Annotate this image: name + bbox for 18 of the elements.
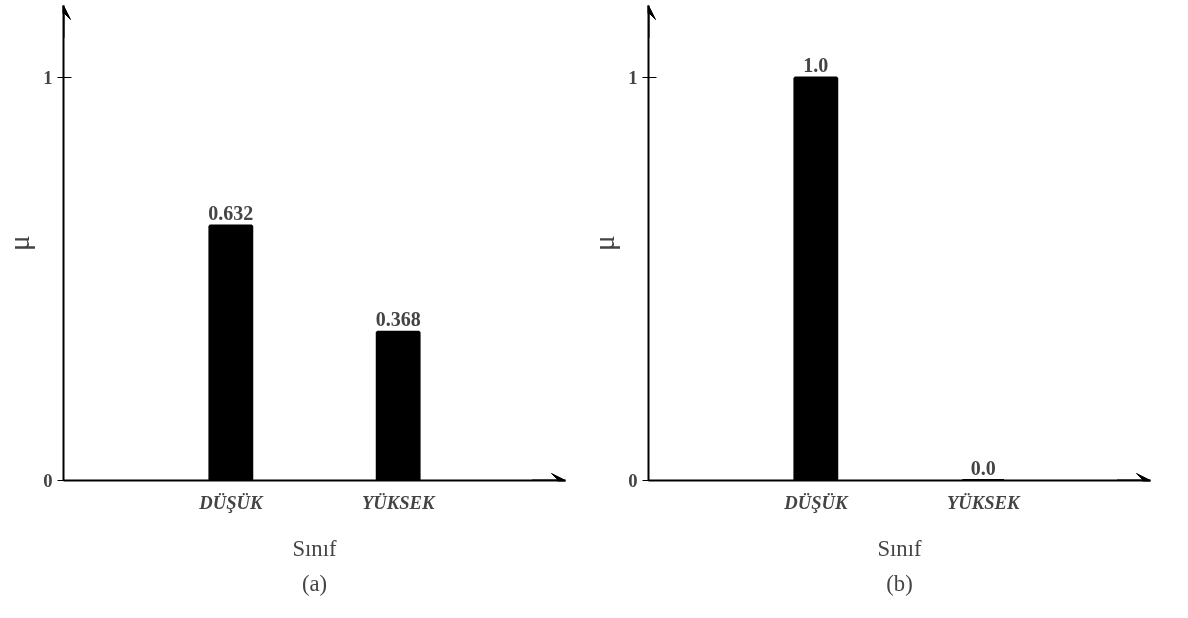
y-tick-label: 1	[43, 67, 53, 89]
x-axis-title: Sınıf	[877, 535, 922, 561]
y-tick-label: 1	[628, 67, 638, 89]
data-label: 1.0	[803, 53, 829, 76]
text: (a)	[301, 570, 328, 596]
y-tick-label: 0	[43, 470, 53, 491]
x-axis-title: Sınıf	[292, 535, 337, 561]
y-axis-title: μ	[588, 235, 621, 251]
data-label: 0.368	[375, 308, 421, 331]
x-tick-label: DÜŞÜK	[198, 491, 265, 513]
data-label: 0.632	[208, 202, 254, 225]
x-tick-label: DÜŞÜK	[783, 491, 850, 513]
data-label: 0.0	[970, 456, 996, 479]
text: (b)	[886, 570, 913, 596]
y-axis-title: μ	[3, 235, 36, 251]
y-tick-label: 0	[628, 470, 638, 491]
x-tick-label: YÜKSEK	[946, 491, 1022, 513]
x-tick-label: YÜKSEK	[361, 491, 437, 513]
